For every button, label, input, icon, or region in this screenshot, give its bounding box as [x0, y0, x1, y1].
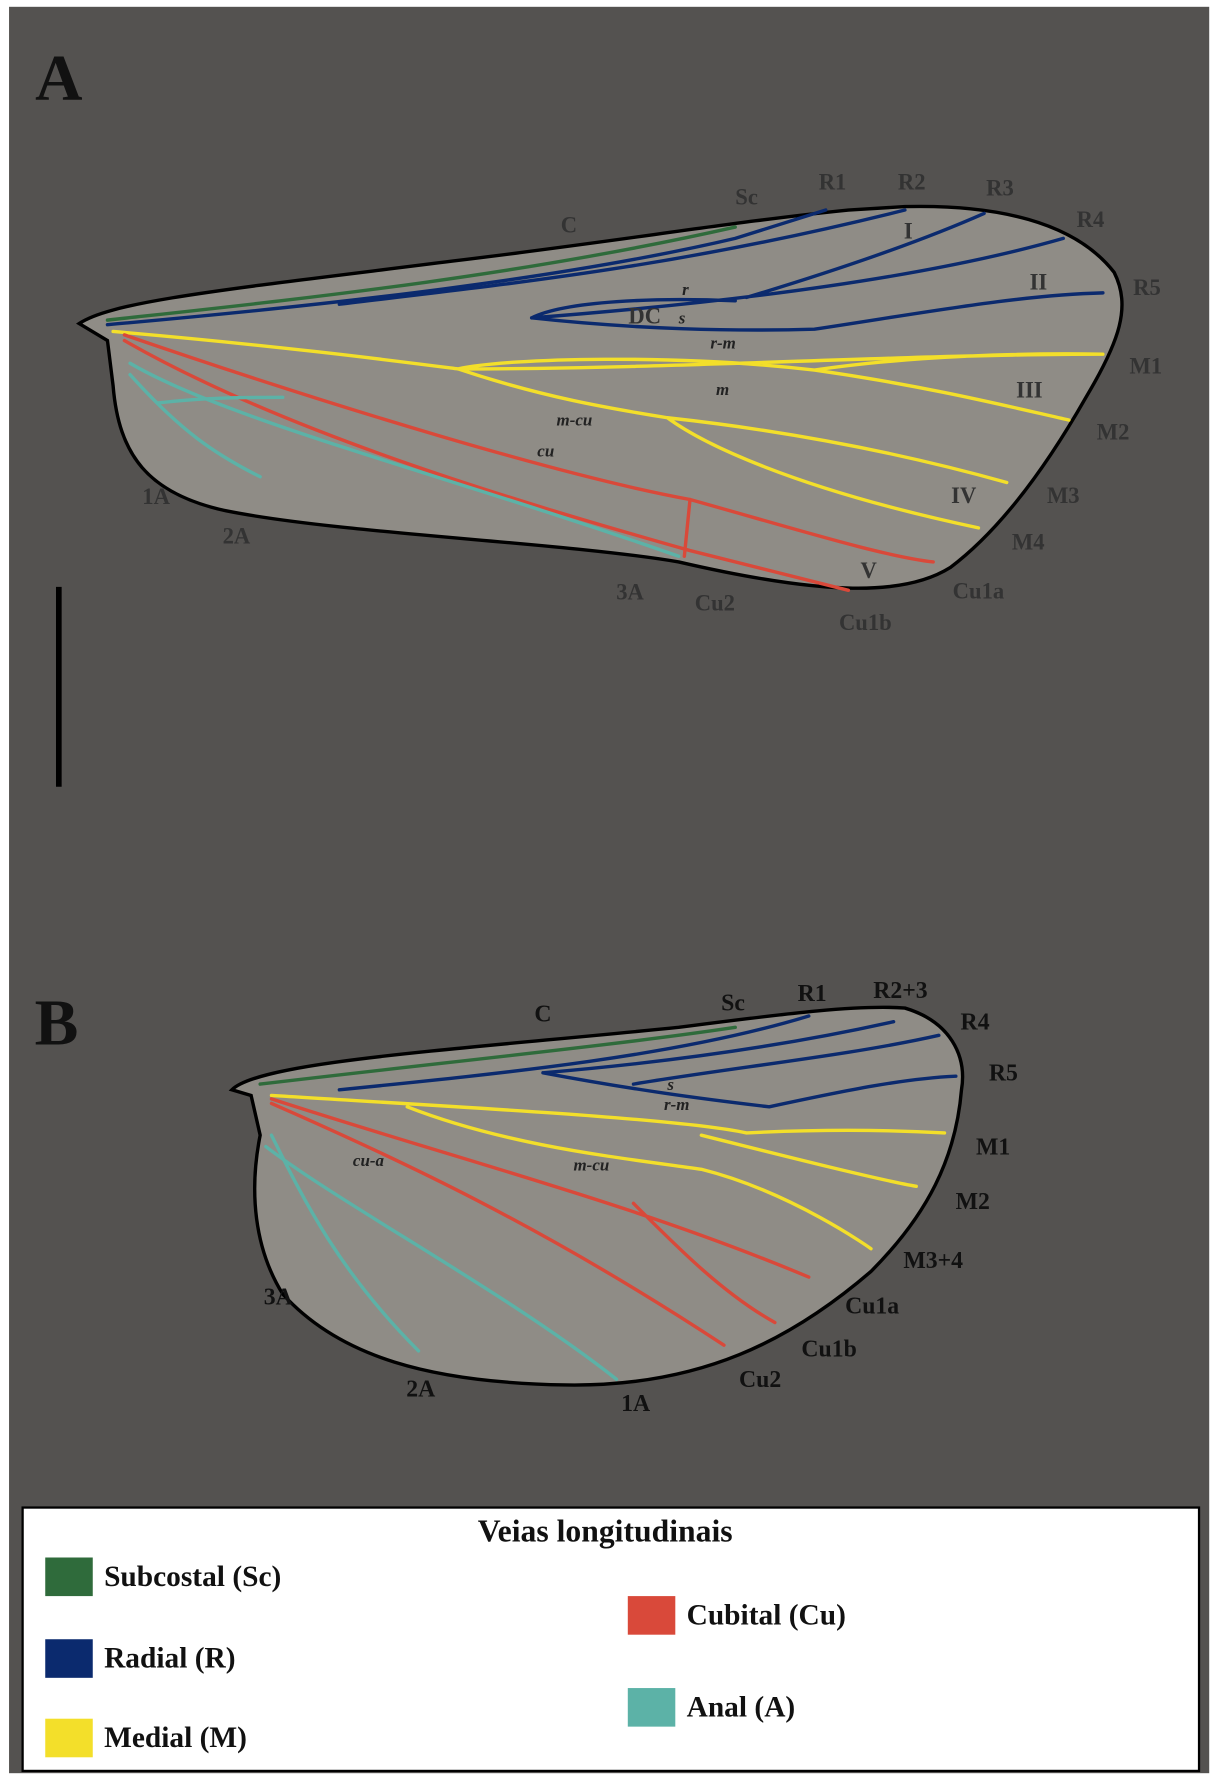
crossvein-label: cu [537, 441, 554, 460]
legend-label: Medial (M) [104, 1722, 247, 1754]
vein-label: M2 [1097, 419, 1130, 444]
legend-label: Anal (A) [687, 1691, 796, 1723]
vein-label: 1A [142, 484, 170, 509]
vein-label: M1 [1130, 353, 1163, 378]
vein-label: M1 [976, 1134, 1010, 1160]
vein [337, 208, 1105, 332]
crossvein-label: m-cu [557, 411, 593, 430]
cell-label: DC [628, 303, 661, 328]
cell-label: II [1030, 269, 1048, 294]
crossvein-label: r-m [710, 333, 735, 352]
crossvein-label: r [682, 280, 689, 299]
vein-label: 3A [264, 1284, 293, 1310]
vein [122, 333, 935, 593]
vein-label: 2A [406, 1376, 435, 1402]
crossvein-label: s [678, 309, 686, 328]
vein [269, 1097, 811, 1347]
veins-a [105, 208, 1105, 593]
vein-label: R3 [986, 175, 1014, 200]
vein [264, 1133, 619, 1381]
vein-label: Cu1a [845, 1293, 899, 1319]
crossvein-label: m [716, 380, 729, 399]
legend-label: Cubital (Cu) [687, 1599, 846, 1631]
vein-label: R2+3 [873, 978, 928, 1004]
veins-b [258, 1014, 958, 1381]
crossvein-label: s [666, 1075, 674, 1094]
vein [105, 225, 737, 322]
crossvein-label: m-cu [573, 1155, 609, 1174]
vein-label: M3+4 [903, 1248, 963, 1274]
vein-label: R4 [1077, 207, 1105, 232]
legend-box [21, 1506, 1201, 1773]
cell-label: IV [951, 483, 977, 508]
vein-label: M2 [956, 1189, 990, 1215]
vein-label: R5 [989, 1061, 1018, 1087]
vein-label: M4 [1012, 529, 1045, 554]
vein [111, 329, 1105, 530]
cell-label: V [861, 558, 878, 583]
vein-label: R1 [798, 981, 827, 1007]
vein [269, 1093, 947, 1251]
vein-label: Cu1b [801, 1337, 856, 1363]
panel-letter: A [35, 42, 82, 115]
vein-label: M3 [1047, 483, 1080, 508]
legend-swatch [45, 1557, 93, 1597]
vein-label: Cu1a [953, 578, 1005, 603]
vein-label: 2A [223, 524, 251, 549]
vein [258, 1025, 737, 1086]
legend-swatch [627, 1596, 676, 1635]
panel-letter: B [35, 986, 79, 1059]
vein-label: Sc [735, 184, 758, 209]
crossvein-label: r-m [664, 1095, 689, 1114]
vein-label: R2 [898, 170, 926, 195]
vein-label: 3A [616, 579, 644, 604]
legend-swatch [45, 1718, 93, 1758]
legend-swatch [627, 1688, 676, 1727]
vein-label: 1A [621, 1391, 650, 1417]
vein-label: R1 [819, 170, 847, 195]
vein-label: R5 [1133, 275, 1161, 300]
vein-label: Cu2 [739, 1367, 781, 1393]
vein [105, 208, 828, 327]
crossvein-label: cu-a [353, 1151, 385, 1170]
vein-label: C [561, 213, 577, 238]
vein-label: Cu2 [695, 591, 735, 616]
legend-title: Veias longitudinais [478, 1514, 733, 1549]
cell-label: I [904, 218, 913, 243]
legend-swatch [45, 1639, 93, 1678]
vein-label: C [534, 1002, 551, 1028]
wing-b [228, 1005, 965, 1387]
vein [128, 361, 681, 558]
legend-label: Subcostal (Sc) [104, 1561, 281, 1593]
vein [337, 1014, 958, 1109]
vein-label: Sc [721, 990, 745, 1016]
vein-label: R4 [961, 1010, 990, 1036]
cell-label: III [1016, 377, 1043, 402]
vein-label: Cu1b [839, 610, 892, 635]
legend-label: Radial (R) [104, 1643, 235, 1675]
